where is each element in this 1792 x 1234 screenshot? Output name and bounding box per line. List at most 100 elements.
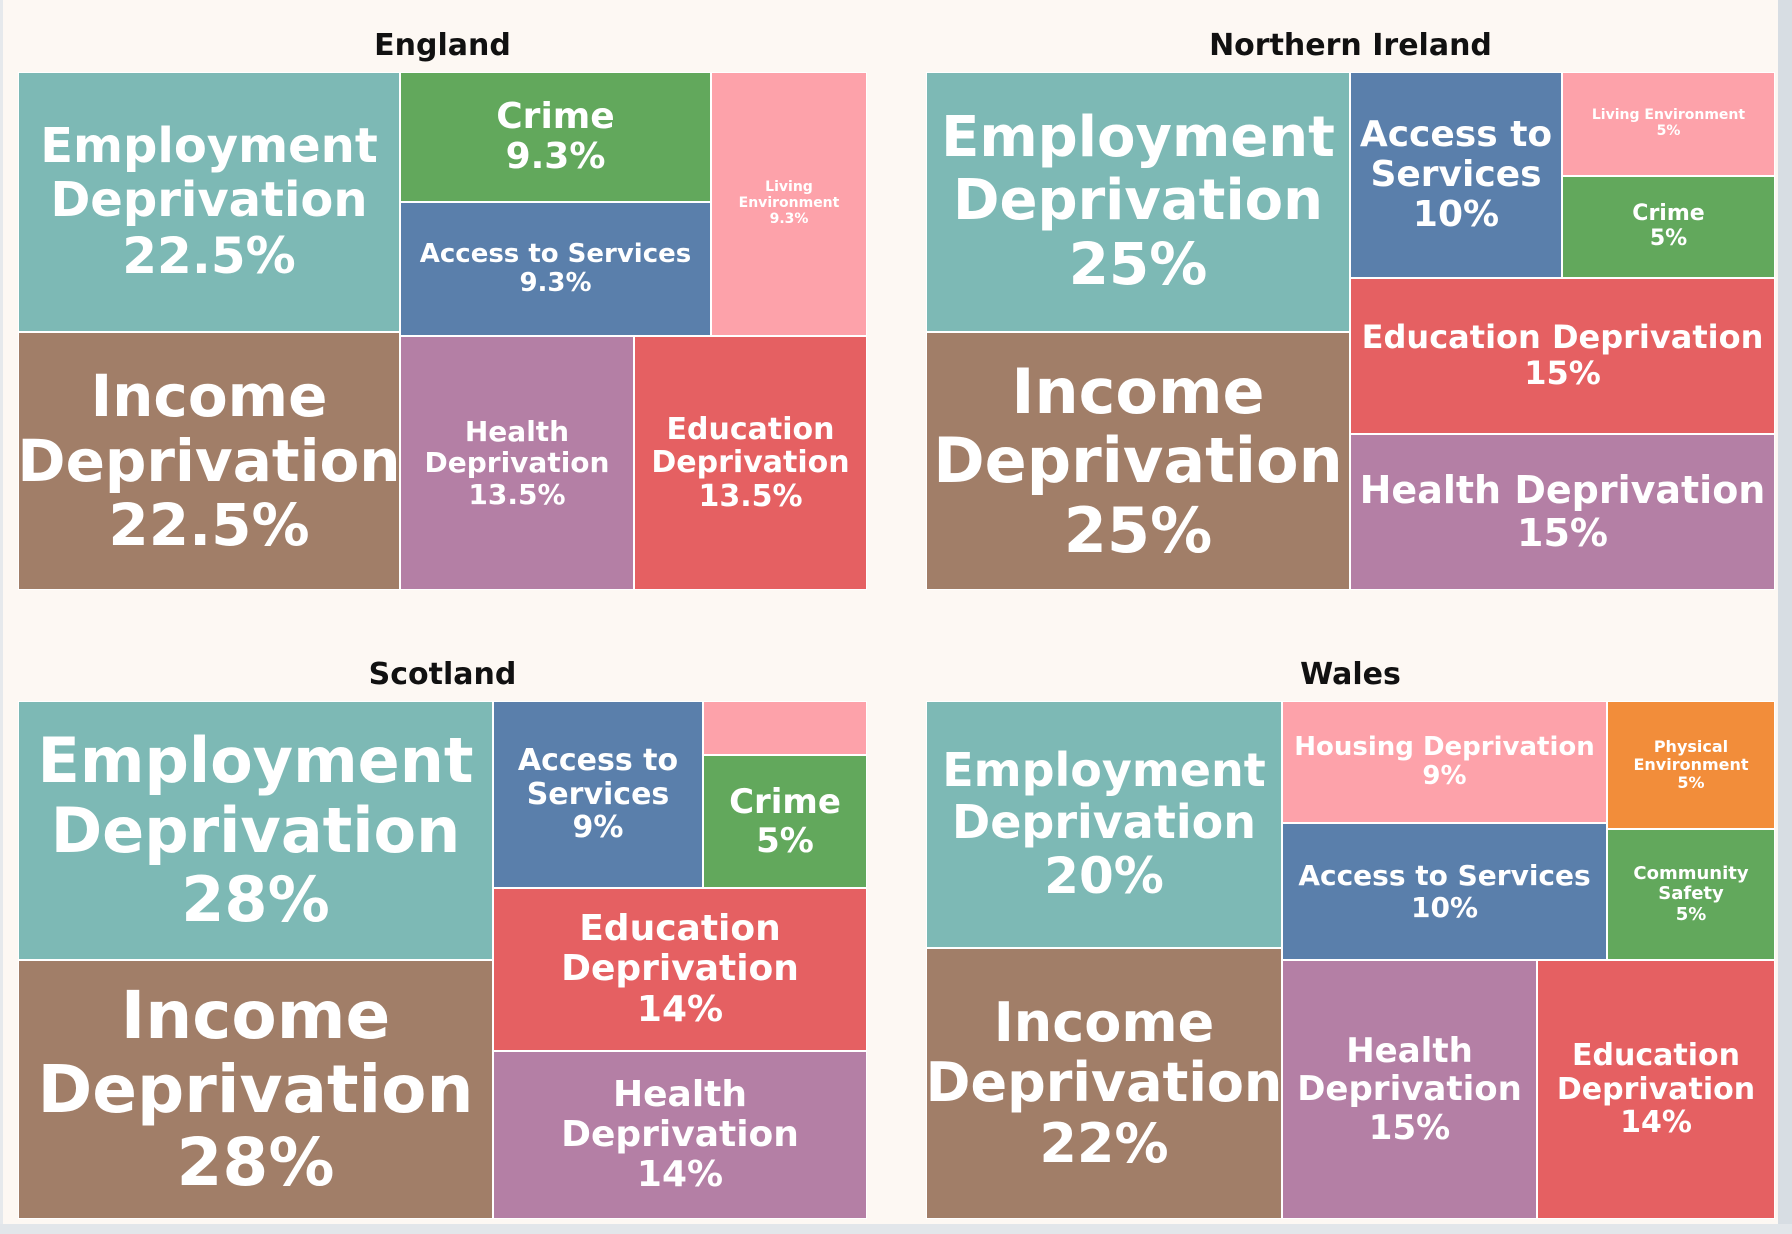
tile-label: Health Deprivation xyxy=(424,414,610,480)
tile-text: Community Safety 5% xyxy=(1608,862,1774,926)
tile-text: Education Deprivation 13.5% xyxy=(635,411,866,516)
tile-text: Access to Services 10% xyxy=(1351,113,1561,238)
tile-label: Income Deprivation xyxy=(18,361,400,495)
tile-income-deprivation[interactable]: Income Deprivation 22% xyxy=(926,948,1282,1219)
tile-value: 5% xyxy=(1675,903,1707,925)
tile-text: Employment Deprivation 20% xyxy=(927,743,1281,906)
treemap-panel-scotland: Scotland Employment Deprivation 28% Access … xyxy=(18,657,867,1219)
panel-title: Wales xyxy=(1300,657,1401,692)
tile-text: Income Deprivation 25% xyxy=(927,355,1349,567)
treemap-area: Employment Deprivation 28% Access to Servi… xyxy=(18,701,867,1219)
tile-crime[interactable]: Crime 5% xyxy=(703,755,867,888)
tile-label: Housing Deprivation xyxy=(1294,731,1595,762)
tile-value: 13.5% xyxy=(468,477,566,511)
tile-education-deprivation[interactable]: Education Deprivation 15% xyxy=(1350,278,1775,434)
tile-label: Employment Deprivation xyxy=(941,104,1335,233)
tile-text: Income Deprivation 22.5% xyxy=(18,361,400,561)
tile-label: Health Deprivation xyxy=(1297,1031,1522,1110)
tile-housing-deprivation[interactable]: Housing Deprivation 9% xyxy=(1282,701,1607,823)
tile-label: Education Deprivation xyxy=(561,908,799,990)
tile-text: Income Deprivation 28% xyxy=(19,977,492,1203)
tile-education-deprivation[interactable]: Education Deprivation 13.5% xyxy=(634,336,867,590)
tile-living-environment[interactable]: Living Environment 5% xyxy=(1562,72,1775,176)
tile-value: 9.3% xyxy=(519,268,592,298)
tile-health-deprivation[interactable]: Health Deprivation 13.5% xyxy=(400,336,634,590)
treemap-area: Employment Deprivation 20% Housing Depriva… xyxy=(926,701,1775,1219)
tile-value: 14% xyxy=(636,1154,724,1196)
tile-value: 9% xyxy=(1422,761,1467,791)
tile-education-deprivation[interactable]: Education Deprivation 14% xyxy=(1537,960,1775,1219)
tile-value: 28% xyxy=(176,1124,335,1202)
tile-label: Employment Deprivation xyxy=(37,724,474,867)
tile-text: Crime 5% xyxy=(1630,200,1706,253)
panel-title: England xyxy=(374,28,511,63)
tile-text: Physical Environment 5% xyxy=(1608,736,1774,794)
tile-value: 28% xyxy=(181,863,330,937)
tile-value: 9% xyxy=(572,810,624,846)
treemap-panel-northern-ireland: Northern Ireland Employment Deprivation 25… xyxy=(926,28,1775,590)
window-left-edge xyxy=(0,0,3,1234)
treemap-area: Employment Deprivation 22.5% Crime 9.3% Livi… xyxy=(18,72,867,590)
tile-value: 13.5% xyxy=(698,478,803,514)
tile-label: Crime xyxy=(729,782,841,823)
treemap-area: Employment Deprivation 25% Access to Servi… xyxy=(926,72,1775,590)
tile-text: Health Deprivation 15% xyxy=(1283,1030,1536,1148)
panel-title: Northern Ireland xyxy=(1209,28,1492,63)
tile-label: Health Deprivation xyxy=(1359,468,1766,513)
tile-education-deprivation[interactable]: Education Deprivation 14% xyxy=(493,888,867,1051)
tile-access-to-services[interactable]: Access to Services 10% xyxy=(1282,823,1607,960)
tile-label: Community Safety xyxy=(1633,863,1749,905)
tile-text: Living Environment 5% xyxy=(1590,106,1747,141)
tile-value: 9.3% xyxy=(505,136,606,177)
tile-value: 14% xyxy=(636,988,724,1030)
tile-income-deprivation[interactable]: Income Deprivation 25% xyxy=(926,332,1350,590)
tile-text: Employment Deprivation 25% xyxy=(927,105,1349,299)
tile-living-environment[interactable]: Living Environment 9.3% xyxy=(711,72,867,336)
tile-value: 14% xyxy=(1620,1105,1692,1141)
tile-access-to-services[interactable]: Access to Services 9% xyxy=(493,701,703,888)
tile-physical-environment[interactable]: Physical Environment 5% xyxy=(1607,701,1775,829)
tile-income-deprivation[interactable]: Income Deprivation 22.5% xyxy=(18,332,400,590)
tile-text: Employment Deprivation 28% xyxy=(19,724,492,936)
tile-access-to-services[interactable]: Access to Services 10% xyxy=(1350,72,1562,278)
tile-label: Income Deprivation xyxy=(933,354,1343,498)
tile-value: 22.5% xyxy=(108,491,310,560)
tile-text: Health Deprivation 14% xyxy=(494,1073,866,1198)
tile-access-to-services[interactable]: Access to Services 9.3% xyxy=(400,202,711,336)
tile-employment-deprivation[interactable]: Employment Deprivation 20% xyxy=(926,701,1282,948)
tile-crime[interactable]: Crime 9.3% xyxy=(400,72,711,202)
tile-text: Crime 9.3% xyxy=(494,95,616,180)
tile-text: Health Deprivation 15% xyxy=(1358,467,1768,556)
tile-unlabeled[interactable] xyxy=(703,701,867,755)
tile-value: 20% xyxy=(1044,847,1164,906)
tile-label: Access to Services xyxy=(419,238,692,269)
tile-text: Income Deprivation 22% xyxy=(926,990,1282,1176)
tile-text: Living Environment 9.3% xyxy=(712,178,866,229)
tile-crime[interactable]: Crime 5% xyxy=(1562,176,1775,278)
window-scrollbar-track[interactable] xyxy=(1778,0,1792,1234)
tile-value: 5% xyxy=(1649,226,1688,251)
tile-label: Living Environment xyxy=(738,179,840,212)
tile-health-deprivation[interactable]: Health Deprivation 15% xyxy=(1350,434,1775,590)
tile-label: Physical Environment xyxy=(1633,737,1749,775)
tile-label: Access to Services xyxy=(1298,859,1591,893)
tile-label: Education Deprivation xyxy=(1556,1038,1756,1107)
tile-label: Crime xyxy=(496,95,615,137)
tile-value: 22% xyxy=(1039,1111,1169,1175)
tile-text: Employment Deprivation 22.5% xyxy=(19,118,399,286)
tile-health-deprivation[interactable]: Health Deprivation 15% xyxy=(1282,960,1537,1219)
tile-value: 10% xyxy=(1410,890,1479,924)
tile-employment-deprivation[interactable]: Employment Deprivation 25% xyxy=(926,72,1350,332)
tile-value: 25% xyxy=(1068,230,1208,299)
tile-community-safety[interactable]: Community Safety 5% xyxy=(1607,829,1775,960)
window-bottom-edge xyxy=(0,1224,1792,1234)
tile-income-deprivation[interactable]: Income Deprivation 28% xyxy=(18,960,493,1219)
tile-label: Income Deprivation xyxy=(926,990,1282,1115)
tile-employment-deprivation[interactable]: Employment Deprivation 28% xyxy=(18,701,493,960)
tile-label: Education Deprivation xyxy=(1361,318,1764,357)
tile-text: Education Deprivation 14% xyxy=(1538,1037,1774,1142)
tile-health-deprivation[interactable]: Health Deprivation 14% xyxy=(493,1051,867,1219)
tile-label: Access to Services xyxy=(1359,113,1553,195)
tile-value: 5% xyxy=(756,820,814,861)
tile-employment-deprivation[interactable]: Employment Deprivation 22.5% xyxy=(18,72,400,332)
